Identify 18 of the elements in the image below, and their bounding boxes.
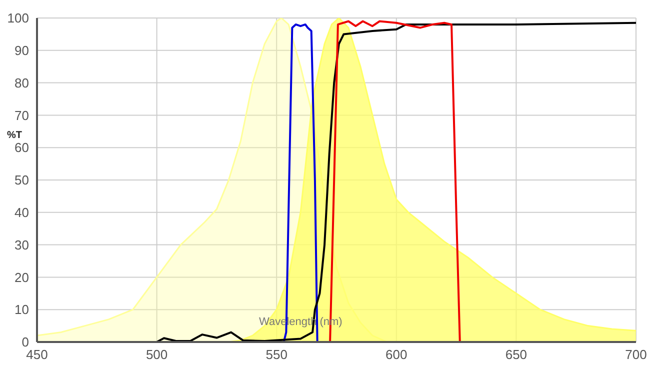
x-tick-label: 650	[505, 347, 528, 362]
y-tick-label: 90	[14, 43, 29, 58]
x-tick-label: 500	[146, 347, 168, 362]
y-tick-label: 40	[14, 205, 29, 220]
x-tick-label: 600	[386, 347, 408, 362]
y-tick-label: 20	[14, 270, 29, 285]
y-tick-label: 80	[14, 75, 29, 90]
y-tick-label: 50	[14, 172, 29, 188]
x-tick-label: 450	[26, 347, 48, 362]
y-tick-label: 100	[7, 10, 29, 26]
y-tick-label: 60	[14, 140, 29, 156]
y-tick-label: 0	[22, 334, 29, 350]
y-tick-label: 10	[14, 302, 29, 318]
x-tick-label: 700	[625, 347, 647, 362]
y-tick-label: 30	[14, 237, 29, 252]
y-axis-title: %T	[7, 130, 22, 141]
x-tick-label: 550	[266, 347, 288, 362]
y-tick-label: 70	[14, 108, 29, 123]
